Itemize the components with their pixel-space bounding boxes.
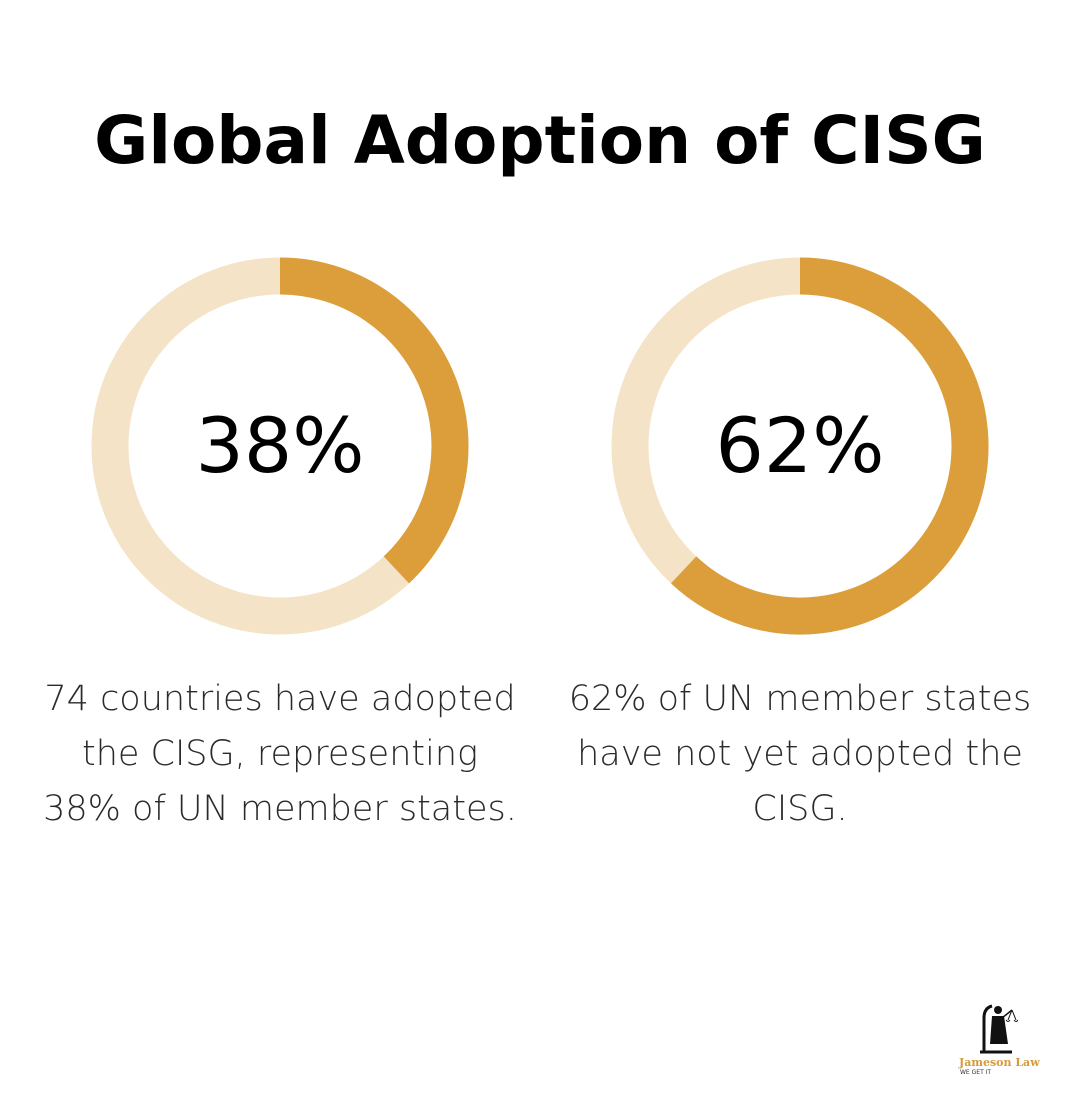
donut-value-label: 62%	[715, 401, 885, 490]
donut-arc	[670, 257, 989, 635]
jameson-law-logo: Jameson Law WE GET IT	[950, 1000, 1040, 1080]
lady-justice-icon	[980, 1004, 1018, 1054]
logo-name: Jameson Law	[959, 1056, 1040, 1069]
donut-caption-adopted: 74 countries have adopted the CISG, repr…	[43, 679, 517, 829]
donut-chart-adopted: 38%	[90, 256, 470, 636]
donut-svg-not-adopted	[611, 257, 989, 635]
donut-chart-not-adopted: 62%	[610, 256, 990, 636]
donut-svg-adopted	[91, 257, 469, 635]
donut-value-label: 38%	[195, 401, 365, 490]
donut-arc	[279, 257, 469, 584]
donut-caption-not-adopted: 62% of UN member states have not yet ado…	[568, 679, 1032, 829]
logo-tagline: WE GET IT	[960, 1069, 992, 1076]
page-title: Global Adoption of CISG	[94, 102, 986, 179]
